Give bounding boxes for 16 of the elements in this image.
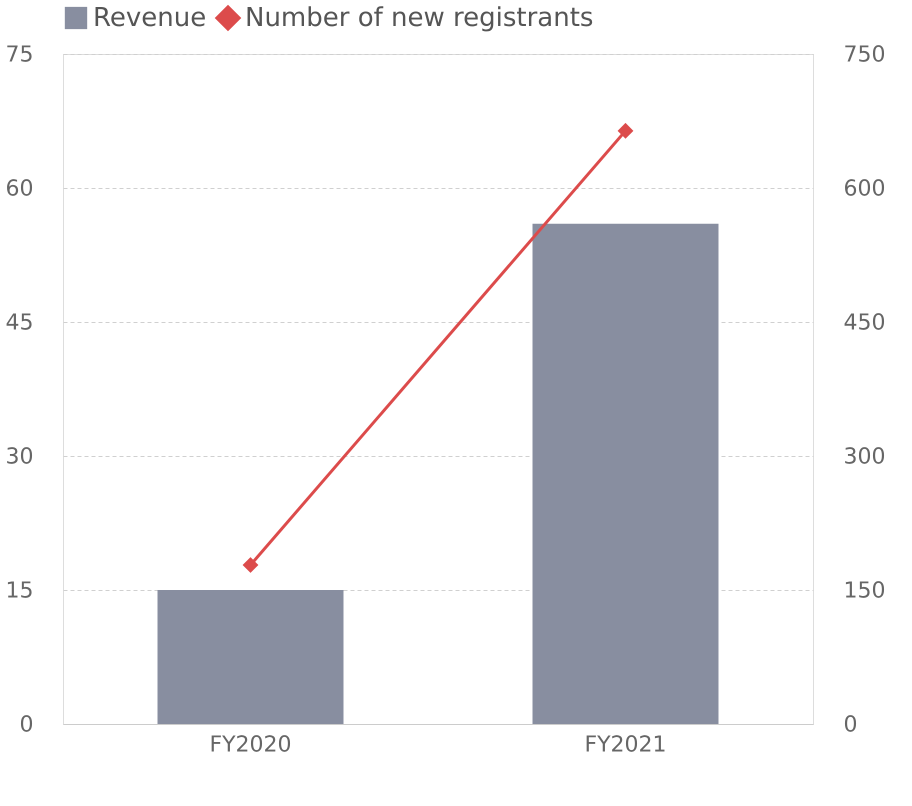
y-tick-label: 0 [20,712,34,738]
x-tick-label: FY2021 [584,732,667,758]
y-tick-label: 30 [6,444,34,470]
x-tick-label: FY2020 [209,732,292,758]
y-tick-label: 15 [6,578,34,604]
y2-tick-label: 300 [844,444,886,470]
y2-tick-label: 450 [844,310,886,336]
y2-tick-label: 0 [844,712,858,738]
y-tick-label: 60 [6,176,34,202]
legend-label: Revenue [93,3,206,33]
y2-tick-label: 150 [844,578,886,604]
y-tick-label: 75 [6,42,34,68]
legend-label: Number of new registrants [245,3,594,33]
y-tick-label: 45 [6,310,34,336]
y2-tick-label: 750 [844,42,886,68]
y2-tick-label: 600 [844,176,886,202]
